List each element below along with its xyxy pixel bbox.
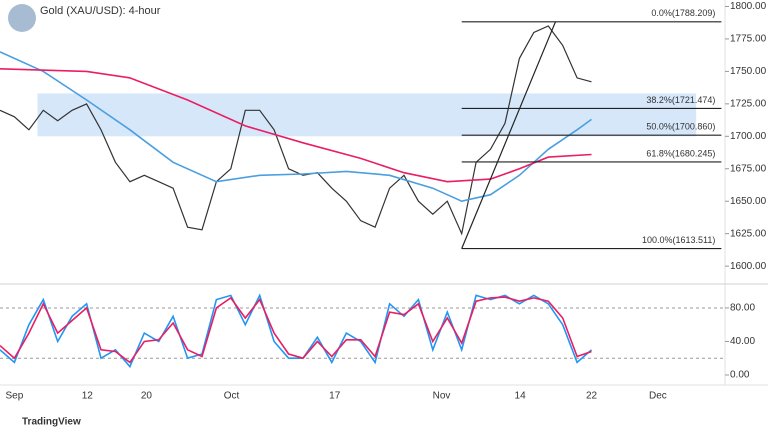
trend-line <box>461 21 557 249</box>
x-tick-label: Nov <box>433 391 451 402</box>
y-tick-label: 1750.00 <box>730 66 767 77</box>
fib-label: 100.0%(1613.511) <box>642 235 715 245</box>
x-tick-label: 20 <box>141 391 153 402</box>
x-tick-label: Oct <box>224 391 240 402</box>
y-tick-label: 1725.00 <box>730 98 767 109</box>
y-tick-label: 1650.00 <box>730 196 767 207</box>
series-line <box>0 68 592 183</box>
series-line <box>0 25 592 236</box>
logo <box>8 4 36 32</box>
brand: TradingView <box>22 417 81 428</box>
y-tick-label: 1800.00 <box>730 1 767 12</box>
y-tick-label: 1625.00 <box>730 228 767 239</box>
fib-label: 0.0%(1788.209) <box>651 8 715 18</box>
x-tick-label: 12 <box>82 391 94 402</box>
series-line <box>0 51 592 203</box>
x-tick-label: 17 <box>329 391 341 402</box>
series-line <box>0 293 593 369</box>
y-tick-label: 0.00 <box>730 370 750 381</box>
y-tick-label: 1700.00 <box>730 131 767 142</box>
fib-label: 50.0%(1700.860) <box>646 122 715 132</box>
fib-label: 61.8%(1680.245) <box>646 148 715 158</box>
x-tick-label: Sep <box>6 391 24 402</box>
y-tick-label: 1675.00 <box>730 163 767 174</box>
y-tick-label: 40.00 <box>730 336 755 347</box>
y-tick-label: 80.00 <box>730 303 755 314</box>
series-line <box>0 296 592 364</box>
title: Gold (XAU/USD): 4-hour <box>40 5 161 17</box>
x-tick-label: 22 <box>586 391 598 402</box>
y-tick-label: 1600.00 <box>730 261 767 272</box>
fib-label: 38.2%(1721.474) <box>646 95 715 105</box>
x-tick-label: 14 <box>515 391 527 402</box>
zone <box>37 93 697 137</box>
x-tick-label: Dec <box>649 391 667 402</box>
y-tick-label: 1775.00 <box>730 34 767 45</box>
